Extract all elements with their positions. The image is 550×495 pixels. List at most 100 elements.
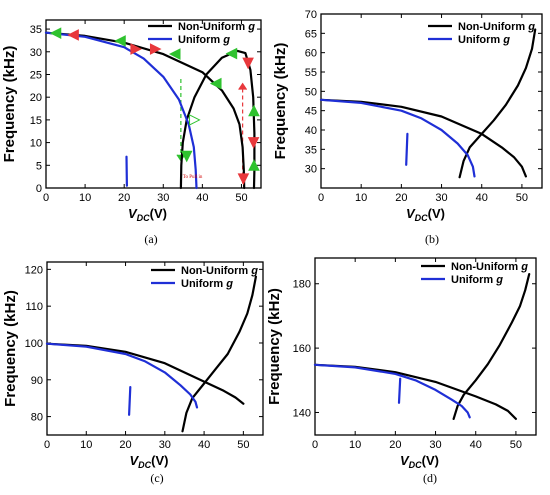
y-tick-label: 50 bbox=[305, 86, 317, 98]
dashed-arrowhead bbox=[238, 82, 248, 90]
non-uniform-g-series-line bbox=[45, 342, 245, 405]
y-axis-label: Frequency (kHz) bbox=[266, 288, 283, 405]
x-tick-label: 50 bbox=[237, 439, 249, 451]
legend-label: Non-Uniform g bbox=[178, 21, 255, 33]
plot-frame bbox=[46, 261, 264, 436]
non-uniform-g-series-line bbox=[44, 31, 246, 190]
legend-label: Non-Uniform g bbox=[451, 261, 528, 273]
non-uniform-g-series-line bbox=[458, 28, 537, 179]
sweep-direction-arrow bbox=[247, 137, 260, 149]
uniform-g-series-line bbox=[45, 342, 199, 409]
y-tick-label: 140 bbox=[293, 407, 311, 419]
y-tick-label: 40 bbox=[305, 125, 317, 137]
x-tick-label: 0 bbox=[43, 192, 49, 204]
plot-frame bbox=[314, 257, 537, 436]
sweep-direction-arrow bbox=[180, 150, 193, 163]
y-tick-label: 15 bbox=[30, 115, 42, 127]
y-axis-label: Frequency (kHz) bbox=[1, 46, 18, 163]
x-tick-label: 20 bbox=[119, 439, 131, 451]
y-tick-label: 35 bbox=[305, 144, 317, 156]
legend-label: Uniform g bbox=[451, 274, 503, 286]
panel-label: (d) bbox=[423, 471, 437, 485]
legend-label: Uniform g bbox=[458, 34, 510, 46]
uniform-g-series-line bbox=[319, 98, 476, 178]
y-tick-label: 5 bbox=[36, 160, 42, 172]
x-tick-label: 20 bbox=[118, 192, 130, 204]
y-axis-label: Frequency (kHz) bbox=[272, 43, 289, 160]
sweep-direction-arrow bbox=[248, 159, 260, 171]
non-uniform-g-series-line bbox=[319, 98, 527, 178]
x-tick-label: 0 bbox=[44, 439, 50, 451]
y-tick-label: 180 bbox=[293, 279, 311, 291]
y-tick-label: 100 bbox=[25, 338, 43, 350]
uniform-g-series-line bbox=[313, 363, 471, 419]
x-tick-label: 40 bbox=[198, 439, 210, 451]
sweep-direction-arrow bbox=[168, 48, 181, 60]
x-tick-label: 30 bbox=[435, 192, 447, 204]
x-axis-label: VDC(V) bbox=[406, 206, 445, 223]
non-uniform-g-series-line bbox=[452, 273, 531, 420]
x-tick-label: 0 bbox=[318, 192, 324, 204]
legend-label: Non-Uniform g bbox=[458, 21, 535, 33]
x-axis-label: VDC(V) bbox=[129, 453, 168, 470]
non-uniform-g-series-line bbox=[313, 363, 517, 420]
x-tick-label: 20 bbox=[389, 439, 401, 451]
sweep-direction-arrow bbox=[67, 29, 79, 41]
x-tick-label: 10 bbox=[80, 439, 92, 451]
sweep-direction-arrow bbox=[149, 43, 162, 55]
plot-frame bbox=[45, 19, 262, 189]
x-tick-label: 10 bbox=[79, 192, 91, 204]
chart-panel-b: 0 10 20 30 40 50 30 35 40 45 50 55 60 65 70 Frequency (… bbox=[272, 9, 543, 246]
legend-label: Uniform g bbox=[178, 34, 230, 46]
y-tick-label: 70 bbox=[305, 9, 317, 21]
y-tick-label: 10 bbox=[30, 138, 42, 150]
x-tick-label: 30 bbox=[429, 439, 441, 451]
y-tick-label: 120 bbox=[25, 264, 43, 276]
legend-label: Uniform g bbox=[181, 278, 233, 290]
sweep-direction-arrow bbox=[189, 114, 201, 126]
x-tick-label: 50 bbox=[235, 192, 247, 204]
uniform-g-series-line bbox=[397, 377, 402, 404]
y-tick-label: 30 bbox=[30, 47, 42, 59]
sweep-direction-arrow bbox=[225, 47, 238, 60]
y-axis-label: Frequency (kHz) bbox=[2, 290, 19, 407]
y-tick-label: 90 bbox=[31, 375, 43, 387]
y-tick-label: 110 bbox=[25, 301, 43, 313]
sweep-direction-arrow bbox=[209, 77, 222, 90]
panel-label: (a) bbox=[144, 232, 157, 246]
sweep-direction-arrow bbox=[130, 43, 143, 55]
y-tick-label: 80 bbox=[31, 412, 43, 424]
y-tick-label: 65 bbox=[305, 28, 317, 40]
x-tick-label: 30 bbox=[159, 439, 171, 451]
non-uniform-g-series-line bbox=[181, 275, 257, 433]
plot-frame bbox=[320, 13, 543, 189]
panel-label: (c) bbox=[150, 471, 163, 485]
pull-in-annotation: To Pull in bbox=[183, 175, 203, 180]
chart-panel-a: 0 10 20 30 40 50 0 5 10 15 20 25 30 35 Frequency (kHz)… bbox=[1, 19, 262, 246]
uniform-g-series-line bbox=[44, 31, 198, 190]
x-tick-label: 50 bbox=[510, 439, 522, 451]
sweep-direction-arrow bbox=[114, 35, 126, 47]
x-axis-label: VDC(V) bbox=[400, 453, 439, 470]
uniform-g-series-line bbox=[405, 132, 409, 166]
x-tick-label: 40 bbox=[476, 192, 488, 204]
y-tick-label: 60 bbox=[305, 48, 317, 60]
uniform-g-series-line bbox=[128, 386, 132, 416]
y-tick-label: 25 bbox=[30, 69, 42, 81]
y-tick-label: 0 bbox=[36, 183, 42, 195]
x-tick-label: 20 bbox=[395, 192, 407, 204]
x-tick-label: 10 bbox=[355, 192, 367, 204]
y-tick-label: 55 bbox=[305, 67, 317, 79]
sweep-direction-arrow bbox=[248, 104, 260, 117]
sweep-direction-arrow bbox=[242, 57, 254, 70]
sweep-direction-arrow bbox=[237, 173, 250, 186]
y-tick-label: 45 bbox=[305, 106, 317, 118]
chart-panel-d: 0 10 20 30 40 50 140 160 180 Frequency (kHz) VDC(V… bbox=[266, 257, 537, 485]
legend-label: Non-Uniform g bbox=[181, 265, 258, 277]
sweep-direction-arrow bbox=[49, 27, 62, 39]
chart-panel-c: 0 10 20 30 40 50 80 90 100 110 120 Frequency (kHz) V… bbox=[2, 261, 264, 485]
x-tick-label: 40 bbox=[196, 192, 208, 204]
y-tick-label: 160 bbox=[293, 343, 311, 355]
x-tick-label: 50 bbox=[516, 192, 528, 204]
